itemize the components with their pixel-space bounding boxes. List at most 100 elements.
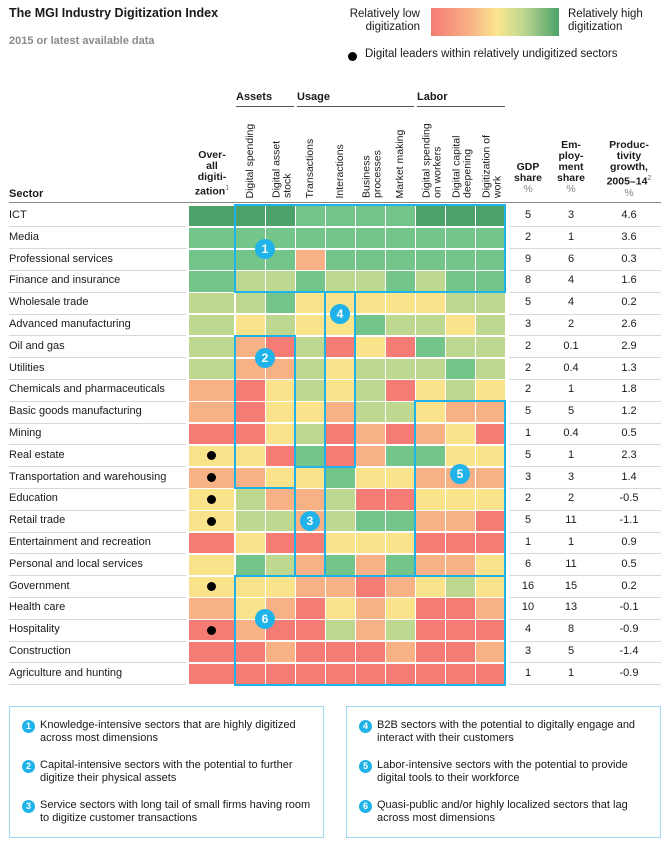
heatmap-cell <box>445 292 476 315</box>
legend-high-line2: digitization <box>568 21 623 33</box>
emp-head-line2: ploy- <box>558 150 584 162</box>
cluster-badge-icon: 2 <box>255 347 275 368</box>
gdp-share-value: 5 <box>524 296 532 309</box>
heatmap-cell <box>355 335 386 359</box>
gdp-share-value: 5 <box>524 448 532 461</box>
legend-high-line1: Relatively high <box>568 8 643 20</box>
employment-share-value: 1 <box>567 536 575 548</box>
heatmap-cell <box>325 532 356 555</box>
gdp-share-value: 5 <box>524 209 532 221</box>
sector-label: Education <box>9 492 58 505</box>
cluster-outline-1 <box>234 204 506 294</box>
heatmap-cell <box>385 553 416 577</box>
productivity-growth-value: 0.9 <box>621 536 637 548</box>
heatmap-cell <box>355 379 386 402</box>
row-divider <box>509 618 661 620</box>
column-header-transactions: Transactions <box>295 114 325 198</box>
note-text: Knowledge-intensive sectors that are hig… <box>40 719 296 744</box>
heatmap-cell <box>385 532 416 555</box>
overall-digitization-header: Over- all digiti- zation1 <box>186 150 238 198</box>
column-header-business-processes: Business processes <box>355 114 385 198</box>
heatmap-cell <box>295 401 326 424</box>
heatmap-cell <box>385 314 416 337</box>
employment-share-value: 1 <box>567 666 575 679</box>
column-header-label: Digital asset stock <box>270 140 294 198</box>
heatmap-cell <box>355 423 386 446</box>
group-label-usage: Usage <box>297 91 331 103</box>
sector-label: Government <box>9 579 70 592</box>
sector-label: Advanced manufacturing <box>9 318 131 330</box>
column-header-digital-spending-on-workers: Digital spending on workers <box>415 114 445 198</box>
row-divider <box>509 640 661 642</box>
note-badge-icon: 5 <box>359 760 372 773</box>
gdp-share-value: 4 <box>524 623 532 636</box>
productivity-growth-value: 2.6 <box>621 318 637 330</box>
column-header-digitization-of-work: Digitization of work <box>475 114 505 198</box>
productivity-growth-value: 0.2 <box>621 296 637 309</box>
heatmap-cell <box>415 314 446 337</box>
gdp-share-value: 1 <box>524 427 532 439</box>
row-divider <box>509 596 661 598</box>
row-divider <box>509 291 661 293</box>
gdp-share-value: 5 <box>524 514 532 527</box>
cluster-outline-4 <box>324 291 356 468</box>
heatmap-cell <box>385 466 416 489</box>
heatmap-cell <box>385 444 416 468</box>
cluster-outline-6 <box>234 574 506 686</box>
leader-dot-icon <box>207 625 216 635</box>
heatmap-cell <box>385 292 416 315</box>
gdp-share-value: 3 <box>524 645 532 657</box>
cluster-outline-5 <box>414 400 506 577</box>
productivity-growth-value: -1.1 <box>619 514 639 527</box>
overall-cell <box>188 314 235 337</box>
note-3: 3 Service sectors with long tail of small… <box>22 799 317 825</box>
cluster-badge-icon: 3 <box>300 511 320 532</box>
leader-dot-icon <box>207 494 216 504</box>
column-header-market-making: Market making <box>385 114 415 198</box>
row-divider <box>509 684 661 686</box>
sector-label: Health care <box>9 601 66 614</box>
overall-head-line4: zation <box>194 185 226 198</box>
sector-label: Professional services <box>9 252 113 265</box>
overall-cell <box>188 292 235 315</box>
notes-box-left: 1 Knowledge-intensive sectors that are hi… <box>9 706 324 838</box>
productivity-growth-value: 2.9 <box>621 339 637 352</box>
overall-head-line3: digiti- <box>197 171 227 183</box>
heatmap-cell <box>475 314 506 337</box>
heatmap-cell <box>235 292 266 315</box>
gdp-share-value: 5 <box>524 405 532 418</box>
cluster-badge-icon: 5 <box>450 464 470 485</box>
chart-title: The MGI Industry Digitization Index <box>9 6 219 20</box>
heatmap-cell <box>445 314 476 337</box>
prod-head-line4: 2005–14 <box>606 175 648 188</box>
heatmap-cell <box>475 357 506 380</box>
column-header-label: Market making <box>393 129 406 198</box>
note-2: 2 Capital-intensive sectors with the pote… <box>22 759 317 785</box>
sector-label: Finance and insurance <box>9 274 121 287</box>
note-badge-icon: 1 <box>22 720 35 733</box>
productivity-growth-value: -0.9 <box>619 623 639 636</box>
gdp-share-value: 8 <box>524 274 532 287</box>
row-divider <box>9 640 186 642</box>
heatmap-cell <box>235 510 266 533</box>
row-divider <box>9 444 186 446</box>
sector-label: Wholesale trade <box>9 296 89 309</box>
row-divider <box>9 618 186 620</box>
prod-head-line2: tivity <box>616 150 642 162</box>
row-divider <box>9 313 186 315</box>
emp-head-line4: share <box>556 172 586 184</box>
heatmap-cell <box>265 488 296 511</box>
heatmap-cell <box>475 335 506 359</box>
heatmap-cell <box>295 379 326 402</box>
footnote-marker: 2 <box>647 175 652 182</box>
group-rule-labor <box>417 106 505 107</box>
heatmap-cell <box>295 292 326 315</box>
gdp-share-value: 2 <box>524 492 532 505</box>
cluster-outline-2 <box>234 334 296 490</box>
row-divider <box>509 357 661 359</box>
heatmap-cell <box>325 510 356 533</box>
gdp-share-value: 2 <box>524 339 532 352</box>
column-header-label: Digital spending on workers <box>420 123 444 198</box>
row-divider <box>9 291 186 293</box>
heatmap-cell <box>265 292 296 315</box>
